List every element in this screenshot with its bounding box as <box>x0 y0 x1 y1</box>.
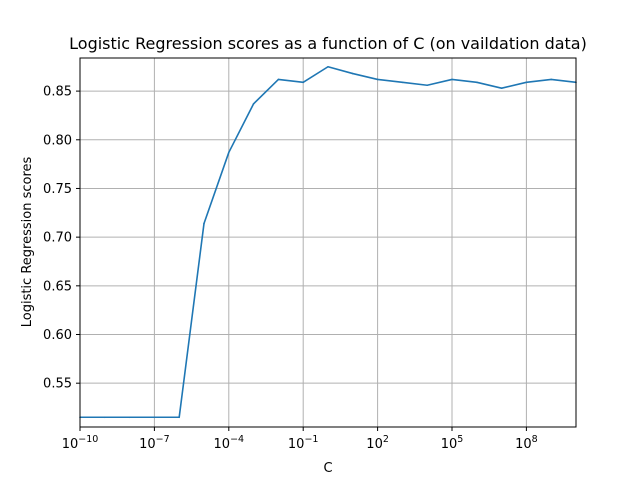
y-tick-label: 0.70 <box>43 231 72 246</box>
x-tick-label: 105 <box>441 434 464 452</box>
series-layer <box>79 65 577 419</box>
data-point <box>252 102 255 105</box>
y-tick-label: 0.55 <box>43 377 72 392</box>
x-tick-label: 10−1 <box>288 434 319 452</box>
x-tick-label: 10−10 <box>62 434 99 452</box>
chart-title: Logistic Regression scores as a function… <box>69 34 587 53</box>
data-point <box>104 416 106 419</box>
data-point <box>401 81 404 84</box>
y-tick-label: 0.80 <box>43 133 72 148</box>
data-point <box>352 72 354 75</box>
data-point <box>153 416 156 419</box>
data-point <box>550 78 552 81</box>
data-point <box>203 222 205 225</box>
y-tick-label: 0.60 <box>43 328 72 343</box>
axis-ticks: 10−10 10−7 10−4 10−1 102 105 108 0.55 0.60 0.65 0.… <box>43 85 538 452</box>
data-point <box>500 87 503 89</box>
data-point <box>426 84 429 87</box>
data-point <box>277 78 280 81</box>
y-tick-label: 0.65 <box>43 279 72 294</box>
x-tick-label: 10−7 <box>139 434 170 452</box>
data-point <box>228 151 230 154</box>
y-tick-label: 0.75 <box>43 182 72 197</box>
x-tick-label: 10−4 <box>214 434 245 452</box>
plot-frame <box>79 57 577 428</box>
plot-area <box>80 58 576 427</box>
data-point <box>327 65 329 68</box>
data-point <box>376 78 379 81</box>
data-point <box>178 416 180 419</box>
data-point <box>128 416 131 419</box>
data-point <box>525 81 528 84</box>
y-tick-label: 0.85 <box>43 85 72 100</box>
data-point <box>476 81 478 84</box>
x-axis-label: C <box>323 461 332 476</box>
x-tick-label: 102 <box>366 434 389 452</box>
grid-lines <box>79 58 576 427</box>
x-tick-label: 108 <box>515 434 538 452</box>
data-point <box>302 81 305 84</box>
y-axis-label: Logistic Regression scores <box>20 157 35 328</box>
data-point <box>451 78 453 81</box>
